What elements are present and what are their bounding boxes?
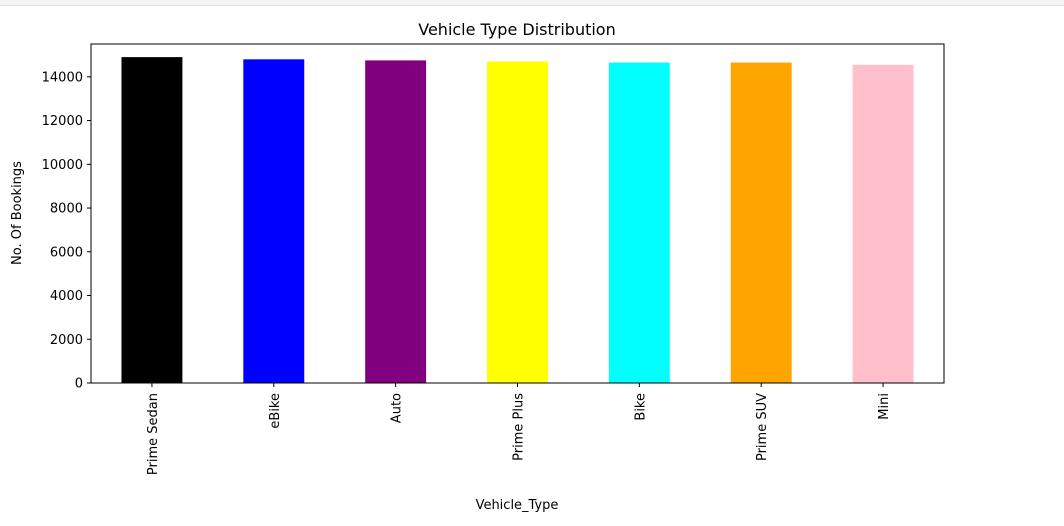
notebook-cell-border [0,0,1064,6]
chart-title: Vehicle Type Distribution [418,20,615,39]
y-axis-label: No. Of Bookings [10,161,25,265]
bar-ebike [243,59,305,384]
bar-auto [365,60,427,384]
x-axis: Prime Sedan eBike Auto Prime Plus Bike Prime … [146,383,892,475]
x-tick-label: Prime Plus [512,393,527,461]
bar-prime-suv [730,62,792,384]
bar-prime-sedan [121,57,183,384]
x-tick-label: Mini [877,393,892,420]
y-tick-label: 0 [75,377,83,392]
x-tick-label: eBike [268,393,283,429]
y-tick-label: 2000 [50,333,83,348]
y-tick-label: 10000 [42,158,83,173]
x-tick-label: Auto [390,393,405,423]
x-axis-label: Vehicle_Type [476,498,559,513]
bars-group [121,57,914,384]
y-tick-label: 12000 [42,114,83,129]
bar-prime-plus [487,61,548,383]
bar-mini [852,64,914,383]
y-axis: 0 2000 4000 6000 8000 10000 12000 14000 [42,70,91,392]
x-tick-label: Prime SUV [755,393,770,461]
y-tick-label: 8000 [50,202,83,217]
y-tick-label: 6000 [50,245,83,260]
x-tick-label: Bike [633,393,648,421]
y-tick-label: 14000 [42,70,83,85]
x-tick-label: Prime Sedan [146,393,161,475]
bar-bike [608,62,670,384]
y-tick-label: 4000 [50,289,83,304]
